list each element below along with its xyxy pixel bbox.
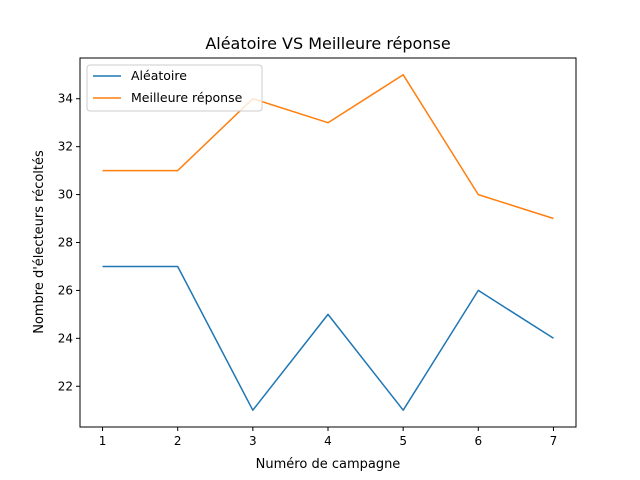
y-tick-label: 22	[58, 379, 73, 393]
y-tick-label: 30	[58, 188, 73, 202]
x-tick-label: 5	[399, 434, 407, 448]
x-tick-label: 6	[474, 434, 482, 448]
x-tick-label: 3	[249, 434, 257, 448]
legend: Aléatoire Meilleure réponse	[86, 64, 263, 112]
series-line-1	[102, 74, 554, 220]
series-line-0	[102, 265, 554, 411]
legend-label-meilleure-reponse: Meilleure réponse	[131, 90, 243, 105]
x-tick-label: 4	[324, 434, 332, 448]
y-tick-label: 34	[58, 92, 73, 106]
x-tick-label: 2	[174, 434, 182, 448]
legend-box	[86, 64, 263, 112]
y-tick-label: 28	[58, 236, 73, 250]
plot-frame	[79, 57, 577, 428]
y-tick-label: 26	[58, 283, 73, 297]
series-lines	[102, 74, 554, 411]
legend-label-aleatoire: Aléatoire	[131, 68, 187, 83]
y-tick-label: 24	[58, 331, 73, 345]
chart-title: Aléatoire VS Meilleure réponse	[205, 34, 450, 53]
y-tick-label: 32	[58, 140, 73, 154]
y-axis-label: Nombre d'électeurs récoltés	[32, 150, 47, 334]
x-tick-label: 7	[550, 434, 558, 448]
x-tick-label: 1	[99, 434, 107, 448]
x-axis-label: Numéro de campagne	[256, 457, 401, 472]
